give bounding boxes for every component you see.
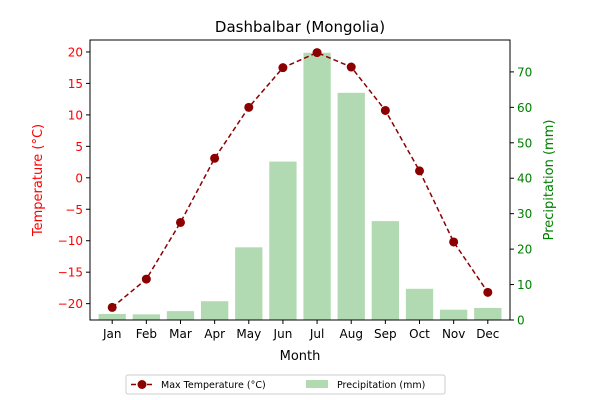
x-axis-ticks: Jan Feb Mar Apr May Jun Jul Aug Sep Oct Nov Dec (102, 320, 499, 341)
temperature-point (380, 105, 390, 115)
y-right-tick-label: 0 (517, 314, 525, 328)
y-right-tick-label: 40 (517, 172, 532, 186)
legend-marker-sample (137, 380, 147, 389)
y-right-tick-label: 60 (517, 101, 532, 115)
y-left-tick-label: −10 (58, 234, 83, 248)
legend-bar-sample (306, 380, 328, 388)
temperature-series-line (111, 51, 489, 308)
temperature-point (141, 274, 151, 284)
x-axis-label: Month (280, 349, 321, 364)
precipitation-bar (200, 301, 229, 320)
chart-title: Dashbalbar (Mongolia) (215, 18, 385, 36)
legend-box (125, 374, 446, 395)
x-tick-label: Feb (136, 327, 157, 341)
x-tick-label: Dec (476, 327, 499, 341)
legend-label-precipitation: Precipitation (mm) (337, 380, 425, 391)
precipitation-bar (269, 161, 297, 320)
precipitation-bars (98, 52, 502, 321)
legend: Max Temperature (°C) Precipitation (mm) (125, 374, 446, 395)
y-left-tick-label: −15 (58, 266, 83, 280)
y-left-axis-label: Temperature (°C) (31, 124, 46, 237)
y-left-tick-label: 5 (75, 140, 83, 154)
x-tick-label: Apr (204, 327, 225, 341)
precipitation-bar (132, 314, 160, 320)
y-left-tick-label: 10 (68, 108, 83, 122)
y-left-tick-label: 20 (68, 45, 83, 59)
y-right-tick-label: 20 (517, 243, 532, 257)
temperature-point (449, 237, 459, 247)
legend-label-temperature: Max Temperature (°C) (161, 380, 266, 391)
temperature-point (175, 217, 185, 227)
y-left-tick-label: −5 (65, 203, 83, 217)
temperature-point (244, 102, 254, 112)
x-tick-label: Oct (409, 327, 430, 341)
precipitation-bar (371, 221, 400, 320)
y-right-tick-label: 50 (517, 136, 532, 150)
precipitation-bar (337, 92, 365, 321)
plot-frame (89, 39, 511, 321)
y-left-axis-ticks: −20 −15 −10 −5 0 5 10 15 20 (58, 45, 90, 311)
y-left-tick-label: −20 (58, 297, 83, 311)
temperature-point (210, 153, 220, 163)
temperature-point (312, 48, 322, 58)
y-right-tick-label: 10 (517, 278, 532, 292)
precipitation-bar (474, 307, 502, 320)
x-tick-label: Jul (309, 327, 324, 341)
y-left-tick-label: 0 (75, 171, 83, 185)
temperature-point (107, 302, 117, 312)
y-right-axis-label: Precipitation (mm) (542, 120, 557, 241)
x-tick-label: Sep (374, 327, 397, 341)
precipitation-bar (440, 309, 468, 320)
temperature-point (346, 62, 356, 72)
precipitation-bar (98, 313, 126, 320)
x-tick-label: Mar (169, 327, 192, 341)
x-tick-label: Jun (273, 327, 293, 341)
precipitation-bar (235, 247, 263, 320)
x-tick-label: Nov (442, 327, 465, 341)
temperature-point (278, 63, 288, 73)
x-tick-label: Aug (340, 327, 363, 341)
temperature-line (107, 48, 493, 312)
temperature-point (483, 287, 493, 297)
y-right-tick-label: 30 (517, 207, 532, 221)
y-right-axis-ticks: 0 10 20 30 40 50 60 70 (510, 65, 532, 328)
x-tick-label: Jan (102, 327, 122, 341)
y-right-tick-label: 70 (517, 65, 532, 79)
y-left-tick-label: 15 (68, 77, 83, 91)
precipitation-bar (166, 311, 195, 320)
temperature-point (415, 166, 425, 176)
x-tick-label: May (236, 327, 261, 341)
precipitation-bar (405, 288, 434, 320)
precipitation-bar (303, 52, 331, 321)
